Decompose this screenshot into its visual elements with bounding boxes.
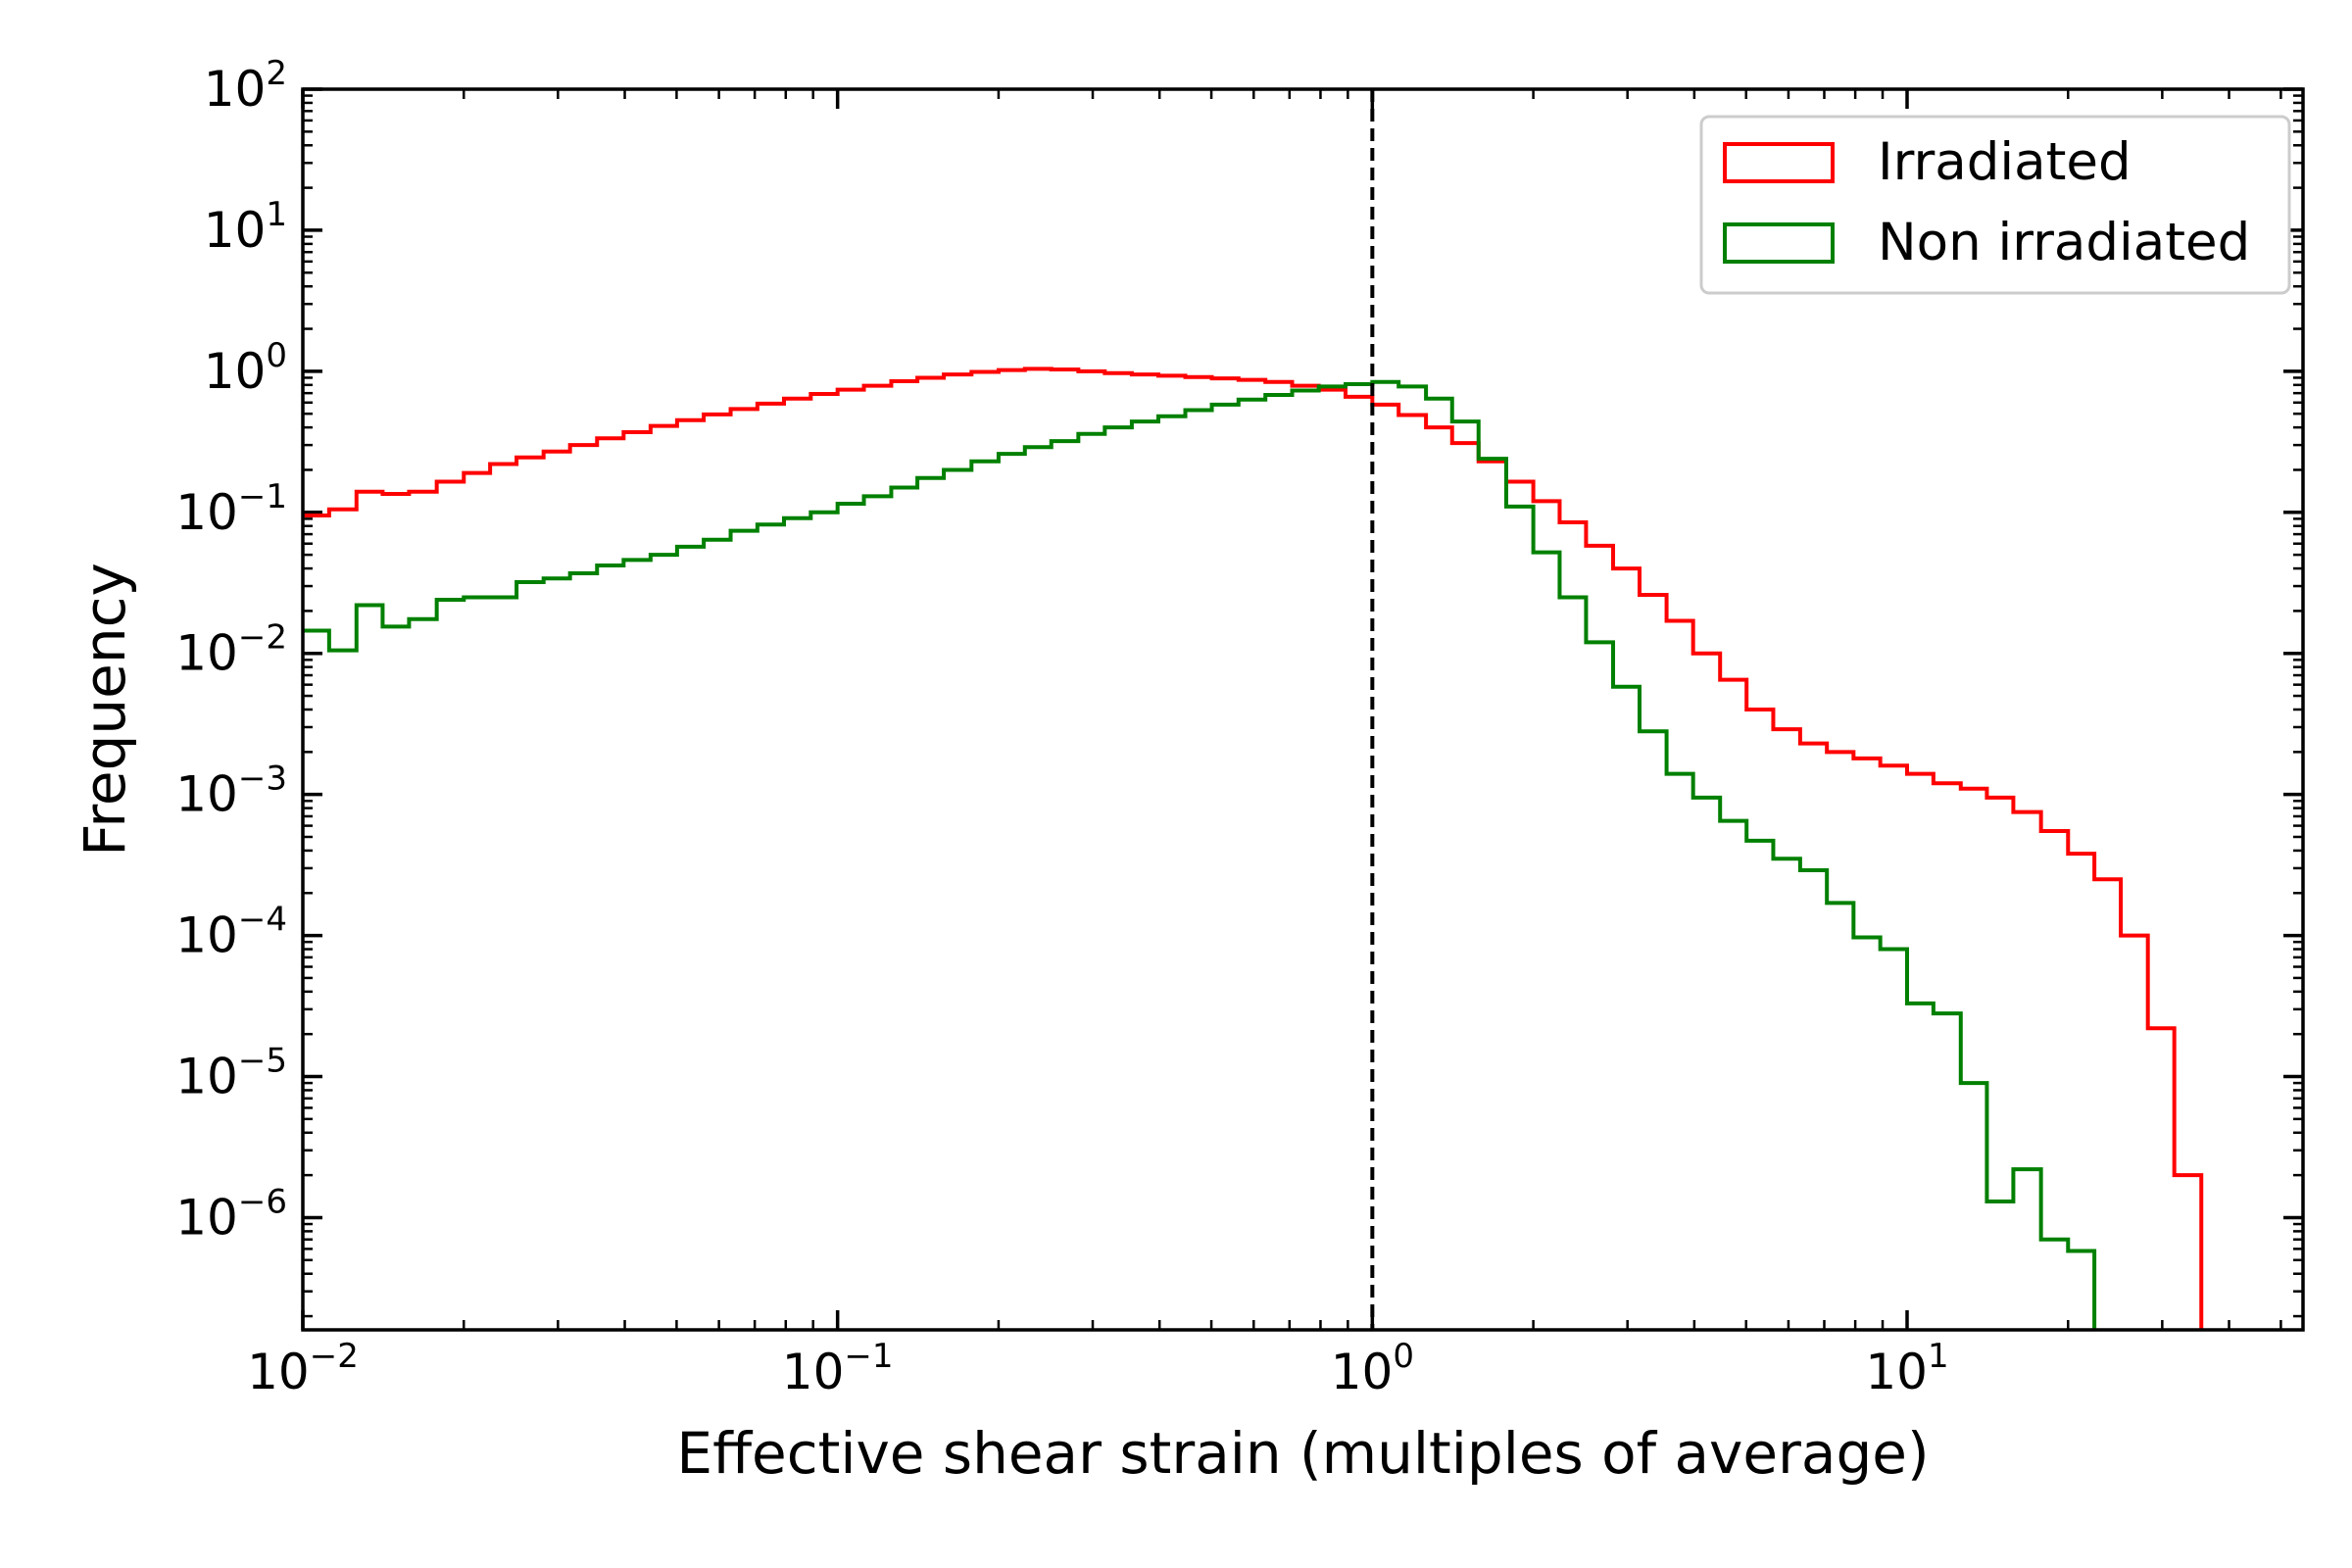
x-tick-label-base: 10	[1865, 1344, 1928, 1400]
x-tick-label-base: 10	[247, 1344, 310, 1400]
x-tick-label: 100	[1331, 1337, 1414, 1400]
y-tick-label-exponent: 2	[266, 54, 287, 93]
x-tick-label-exponent: −1	[844, 1337, 893, 1376]
y-tick-label: 10−2	[175, 618, 287, 682]
y-tick-label: 10−5	[175, 1042, 287, 1105]
plot-frame	[301, 87, 2305, 1332]
legend: Irradiated Non irradiated	[1699, 115, 2291, 295]
y-tick-label-exponent: −3	[238, 760, 287, 799]
x-tick-label-exponent: 1	[1928, 1337, 1949, 1376]
y-tick-label-base: 10	[175, 625, 238, 682]
x-tick-label-base: 10	[782, 1344, 845, 1400]
x-tick-label: 10−2	[247, 1337, 359, 1400]
x-axis-label: Effective shear strain (multiples of ave…	[676, 1420, 1929, 1487]
y-tick-label-base: 10	[175, 1049, 238, 1105]
y-tick-label-base: 10	[175, 907, 238, 964]
y-tick-label-base: 10	[204, 202, 267, 259]
x-tick-labels: 10−2 10−1 100 101	[247, 1337, 1949, 1400]
series-line-non-irradiated	[303, 379, 2097, 1330]
y-tick-label: 101	[204, 195, 287, 259]
y-tick-label-exponent: 0	[266, 336, 287, 375]
y-tick-label: 102	[204, 54, 287, 118]
y-tick-label-exponent: −4	[238, 901, 287, 940]
y-tick-label: 10−3	[175, 760, 287, 823]
x-tick-label: 101	[1865, 1337, 1948, 1400]
y-tick-label-exponent: −2	[238, 618, 287, 658]
y-tick-label-exponent: −5	[238, 1042, 287, 1081]
y-tick-label-base: 10	[175, 766, 238, 823]
x-tick-label-exponent: 0	[1393, 1337, 1414, 1376]
series-line-irradiated	[303, 367, 2204, 1330]
legend-swatch-irradiated	[1723, 142, 1835, 183]
legend-box	[1699, 115, 2291, 295]
y-tick-label-base: 10	[204, 343, 267, 400]
x-tick-label-base: 10	[1331, 1344, 1394, 1400]
x-tick-label: 10−1	[782, 1337, 894, 1400]
legend-swatch-non-irradiated	[1723, 222, 1835, 264]
legend-label-non-irradiated: Non irradiated	[1878, 213, 2250, 272]
x-tick-label-exponent: −2	[310, 1337, 359, 1376]
y-tick-label-base: 10	[175, 484, 238, 541]
y-tick-label: 10−1	[175, 477, 287, 541]
y-tick-label: 10−4	[175, 901, 287, 964]
y-tick-label-base: 10	[204, 61, 267, 118]
series-layer	[303, 367, 2204, 1330]
y-tick-label: 100	[204, 336, 287, 400]
y-tick-label-exponent: −1	[238, 477, 287, 516]
y-tick-label: 10−6	[175, 1182, 287, 1246]
y-axis-label: Frequency	[72, 563, 138, 857]
y-tick-label-exponent: 1	[266, 195, 287, 234]
y-tick-label-exponent: −6	[238, 1182, 287, 1221]
legend-label-irradiated: Irradiated	[1878, 132, 2132, 192]
y-tick-label-base: 10	[175, 1189, 238, 1246]
